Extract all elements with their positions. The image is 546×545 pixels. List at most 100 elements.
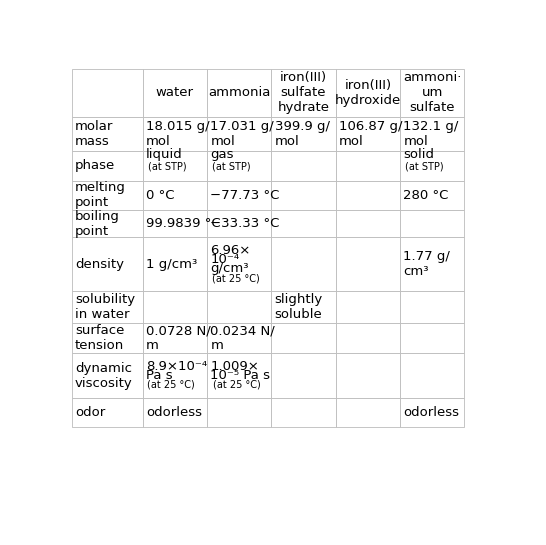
Text: 10⁻⁵ Pa s: 10⁻⁵ Pa s [210, 369, 270, 382]
Text: surface
tension: surface tension [75, 324, 124, 352]
Text: dynamic
viscosity: dynamic viscosity [75, 361, 133, 390]
Text: melting
point: melting point [75, 181, 126, 209]
Bar [207, 324, 271, 353]
Bar [72, 69, 143, 117]
Text: 399.9 g/
mol: 399.9 g/ mol [275, 120, 330, 148]
Bar [207, 238, 271, 291]
Bar [400, 150, 464, 181]
Bar [336, 150, 400, 181]
Bar [271, 238, 336, 291]
Text: Pa s: Pa s [146, 369, 173, 382]
Bar [143, 210, 207, 238]
Bar [207, 69, 271, 117]
Bar [400, 210, 464, 238]
Text: g/cm³: g/cm³ [210, 263, 249, 275]
Text: gas: gas [210, 148, 234, 161]
Bar [72, 181, 143, 210]
Bar [336, 353, 400, 398]
Text: solubility
in water: solubility in water [75, 293, 135, 322]
Bar [336, 181, 400, 210]
Text: iron(III)
sulfate
hydrate: iron(III) sulfate hydrate [277, 71, 330, 114]
Bar [72, 117, 143, 150]
Bar [336, 117, 400, 150]
Text: 280 °C: 280 °C [403, 189, 449, 202]
Bar [400, 181, 464, 210]
Bar [271, 117, 336, 150]
Bar [271, 181, 336, 210]
Bar [143, 398, 207, 427]
Bar [271, 324, 336, 353]
Bar [271, 69, 336, 117]
Bar [271, 398, 336, 427]
Bar [143, 324, 207, 353]
Bar [207, 353, 271, 398]
Bar [143, 353, 207, 398]
Text: (at 25 °C): (at 25 °C) [212, 273, 259, 283]
Text: 1.77 g/
cm³: 1.77 g/ cm³ [403, 250, 450, 278]
Bar [143, 238, 207, 291]
Bar [207, 150, 271, 181]
Text: (at STP): (at STP) [148, 161, 186, 172]
Text: odorless: odorless [403, 406, 459, 419]
Bar [72, 291, 143, 324]
Text: (at 25 °C): (at 25 °C) [147, 379, 195, 389]
Text: (at STP): (at STP) [405, 161, 444, 172]
Text: 1 g/cm³: 1 g/cm³ [146, 258, 197, 271]
Bar [143, 69, 207, 117]
Text: ammoni·
um
sulfate: ammoni· um sulfate [403, 71, 461, 114]
Text: 132.1 g/
mol: 132.1 g/ mol [403, 120, 459, 148]
Text: −77.73 °C: −77.73 °C [210, 189, 280, 202]
Text: water: water [156, 87, 194, 99]
Bar [207, 291, 271, 324]
Bar [336, 69, 400, 117]
Bar [400, 353, 464, 398]
Text: 18.015 g/
mol: 18.015 g/ mol [146, 120, 210, 148]
Bar [143, 291, 207, 324]
Bar [336, 398, 400, 427]
Text: odor: odor [75, 406, 105, 419]
Bar [336, 210, 400, 238]
Text: 99.9839 °C: 99.9839 °C [146, 217, 221, 231]
Bar [400, 238, 464, 291]
Bar [271, 291, 336, 324]
Bar [400, 69, 464, 117]
Bar [72, 150, 143, 181]
Text: liquid: liquid [146, 148, 183, 161]
Text: slightly
soluble: slightly soluble [275, 293, 323, 322]
Bar [207, 117, 271, 150]
Text: density: density [75, 258, 124, 271]
Text: 1.009×: 1.009× [210, 360, 259, 373]
Bar [143, 181, 207, 210]
Bar [207, 210, 271, 238]
Text: boiling
point: boiling point [75, 210, 120, 238]
Bar [72, 210, 143, 238]
Bar [400, 117, 464, 150]
Text: odorless: odorless [146, 406, 202, 419]
Text: (at 25 °C): (at 25 °C) [213, 379, 261, 389]
Text: 6.96×: 6.96× [210, 244, 251, 257]
Text: 0 °C: 0 °C [146, 189, 175, 202]
Bar [72, 353, 143, 398]
Text: solid: solid [403, 148, 435, 161]
Text: iron(III)
hydroxide: iron(III) hydroxide [335, 79, 401, 107]
Text: 106.87 g/
mol: 106.87 g/ mol [339, 120, 402, 148]
Bar [207, 181, 271, 210]
Bar [143, 150, 207, 181]
Text: ammonia: ammonia [208, 87, 270, 99]
Bar [72, 324, 143, 353]
Text: molar
mass: molar mass [75, 120, 114, 148]
Text: phase: phase [75, 159, 115, 172]
Bar [271, 150, 336, 181]
Bar [400, 291, 464, 324]
Text: 0.0728 N/
m: 0.0728 N/ m [146, 324, 211, 352]
Text: 10⁻⁴: 10⁻⁴ [210, 253, 240, 266]
Bar [72, 238, 143, 291]
Bar [336, 291, 400, 324]
Bar [207, 398, 271, 427]
Bar [143, 117, 207, 150]
Text: −33.33 °C: −33.33 °C [210, 217, 280, 231]
Bar [271, 210, 336, 238]
Bar [336, 324, 400, 353]
Bar [400, 324, 464, 353]
Bar [271, 353, 336, 398]
